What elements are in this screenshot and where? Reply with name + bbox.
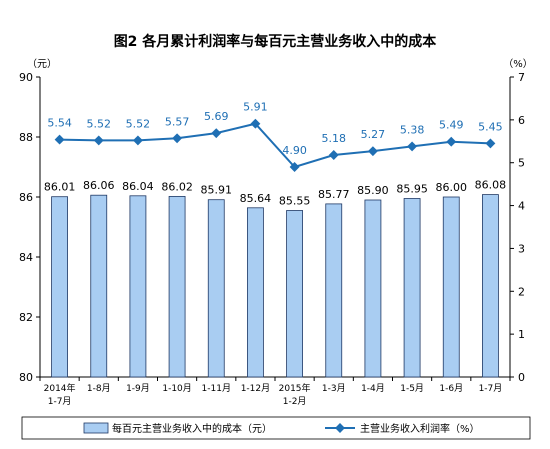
bar <box>442 196 460 378</box>
right-axis-tick-label: 5 <box>518 157 525 170</box>
bar <box>286 210 303 378</box>
bar-data-label: 86.04 <box>122 180 154 193</box>
bar-data-label: 85.77 <box>318 188 350 201</box>
right-axis-tick-label: 7 <box>518 71 525 84</box>
bar <box>364 199 382 378</box>
line-point <box>172 133 183 144</box>
line-data-label: 5.45 <box>478 120 503 133</box>
x-axis-tick-label: 1-8月 <box>87 383 111 394</box>
legend-box <box>21 416 531 440</box>
bar <box>325 203 343 378</box>
legend-line-marker <box>335 423 345 433</box>
bar <box>247 207 264 378</box>
left-axis-tick-label: 88 <box>19 131 33 144</box>
x-axis-tick-label: 1-9月 <box>126 383 150 394</box>
line-data-label: 5.54 <box>47 117 72 130</box>
left-axis-tick-label: 82 <box>19 311 33 324</box>
right-axis-tick-label: 4 <box>518 200 525 213</box>
bar-data-label: 85.55 <box>279 195 311 208</box>
line-point <box>132 135 143 146</box>
line-point <box>93 135 104 146</box>
x-axis-tick-label: 1-11月 <box>202 383 231 394</box>
line-data-label: 4.90 <box>282 144 307 157</box>
x-axis-tick-label: 1-7月 <box>48 396 72 407</box>
bar-data-label: 85.90 <box>357 184 389 197</box>
x-axis-ticks: 2014年 1-7月 1-8月 1-9月 1-10月 1-11月 1-12月 2015年 1-2… <box>39 377 511 407</box>
bar-data-label: 86.08 <box>475 179 507 192</box>
line-data-label: 5.52 <box>87 117 112 130</box>
right-axis-unit: （%） <box>503 58 533 70</box>
line-point <box>211 128 222 139</box>
x-axis-tick-label: 2014年 <box>44 382 76 394</box>
bar <box>90 194 108 378</box>
left-axis-unit: （元） <box>27 58 57 70</box>
x-axis-tick-label: 1-6月 <box>439 383 463 394</box>
bar <box>51 196 68 378</box>
right-axis-tick-label: 2 <box>518 285 525 298</box>
bar-data-label: 85.95 <box>396 183 428 196</box>
left-axis-tick-label: 84 <box>19 251 33 264</box>
x-axis-tick-label: 1-5月 <box>400 383 424 394</box>
legend: 每百元主营业务收入中的成本（元） 主营业务收入利润率（%） <box>21 416 531 440</box>
line-point <box>54 134 65 145</box>
x-axis-tick-label: 1-2月 <box>283 396 307 407</box>
bar-data-label: 85.91 <box>201 184 233 197</box>
line-data-label: 5.69 <box>204 110 229 123</box>
line-point <box>446 136 457 147</box>
line-data-label: 5.27 <box>361 128 386 141</box>
line-data-label: 5.91 <box>243 101 268 114</box>
bar-data-label: 86.02 <box>161 180 193 193</box>
line-data-label: 5.57 <box>165 115 190 128</box>
bar-data-label: 86.06 <box>83 179 115 192</box>
line-point <box>328 150 339 160</box>
bar-data-label: 86.01 <box>44 181 76 194</box>
line-data-label: 5.49 <box>439 119 464 132</box>
line-data-label: 5.18 <box>322 132 347 145</box>
line-point <box>250 118 261 129</box>
line-point <box>289 162 300 172</box>
x-axis-tick-label: 1-3月 <box>322 383 346 394</box>
x-axis-tick-label: 1-10月 <box>162 383 191 394</box>
x-axis-tick-label: 1-7月 <box>479 383 503 394</box>
x-axis-tick-label: 1-12月 <box>241 383 270 394</box>
left-axis-tick-label: 90 <box>19 71 33 84</box>
bar <box>168 195 186 378</box>
chart-title: 图2 各月累计利润率与每百元主营业务收入中的成本 <box>114 33 438 50</box>
line-point <box>407 141 418 152</box>
left-axis-tick-label: 86 <box>19 191 33 204</box>
right-axis-tick-label: 6 <box>518 114 525 127</box>
line-data-label: 5.52 <box>126 117 151 130</box>
legend-bar-swatch <box>83 422 109 434</box>
line-point <box>485 138 496 149</box>
line-point <box>367 146 378 157</box>
bar <box>207 199 225 378</box>
bar <box>403 198 421 378</box>
x-axis-tick-label: 1-4月 <box>361 383 385 394</box>
legend-line-label: 主营业务收入利润率（%） <box>360 422 480 435</box>
bar <box>482 194 499 378</box>
right-axis-tick-label: 1 <box>518 328 525 341</box>
x-axis-tick-label: 2015年 <box>279 382 311 394</box>
bar <box>129 195 147 378</box>
right-axis-tick-label: 0 <box>518 371 525 384</box>
left-axis-tick-label: 80 <box>19 371 33 384</box>
line-series: 5.54 5.52 5.52 5.57 5.69 5.91 4.90 5.18 5.27 5.38… <box>47 101 503 172</box>
bar-data-label: 86.00 <box>436 181 468 194</box>
line-data-label: 5.38 <box>400 123 425 136</box>
right-axis-tick-label: 3 <box>518 242 525 255</box>
bar-series: 86.01 86.06 86.04 86.02 85.91 85.64 85.55 85.77… <box>44 179 507 378</box>
bar-data-label: 85.64 <box>240 192 272 205</box>
legend-bar-label: 每百元主营业务收入中的成本（元） <box>112 422 272 435</box>
line-path <box>59 122 491 169</box>
